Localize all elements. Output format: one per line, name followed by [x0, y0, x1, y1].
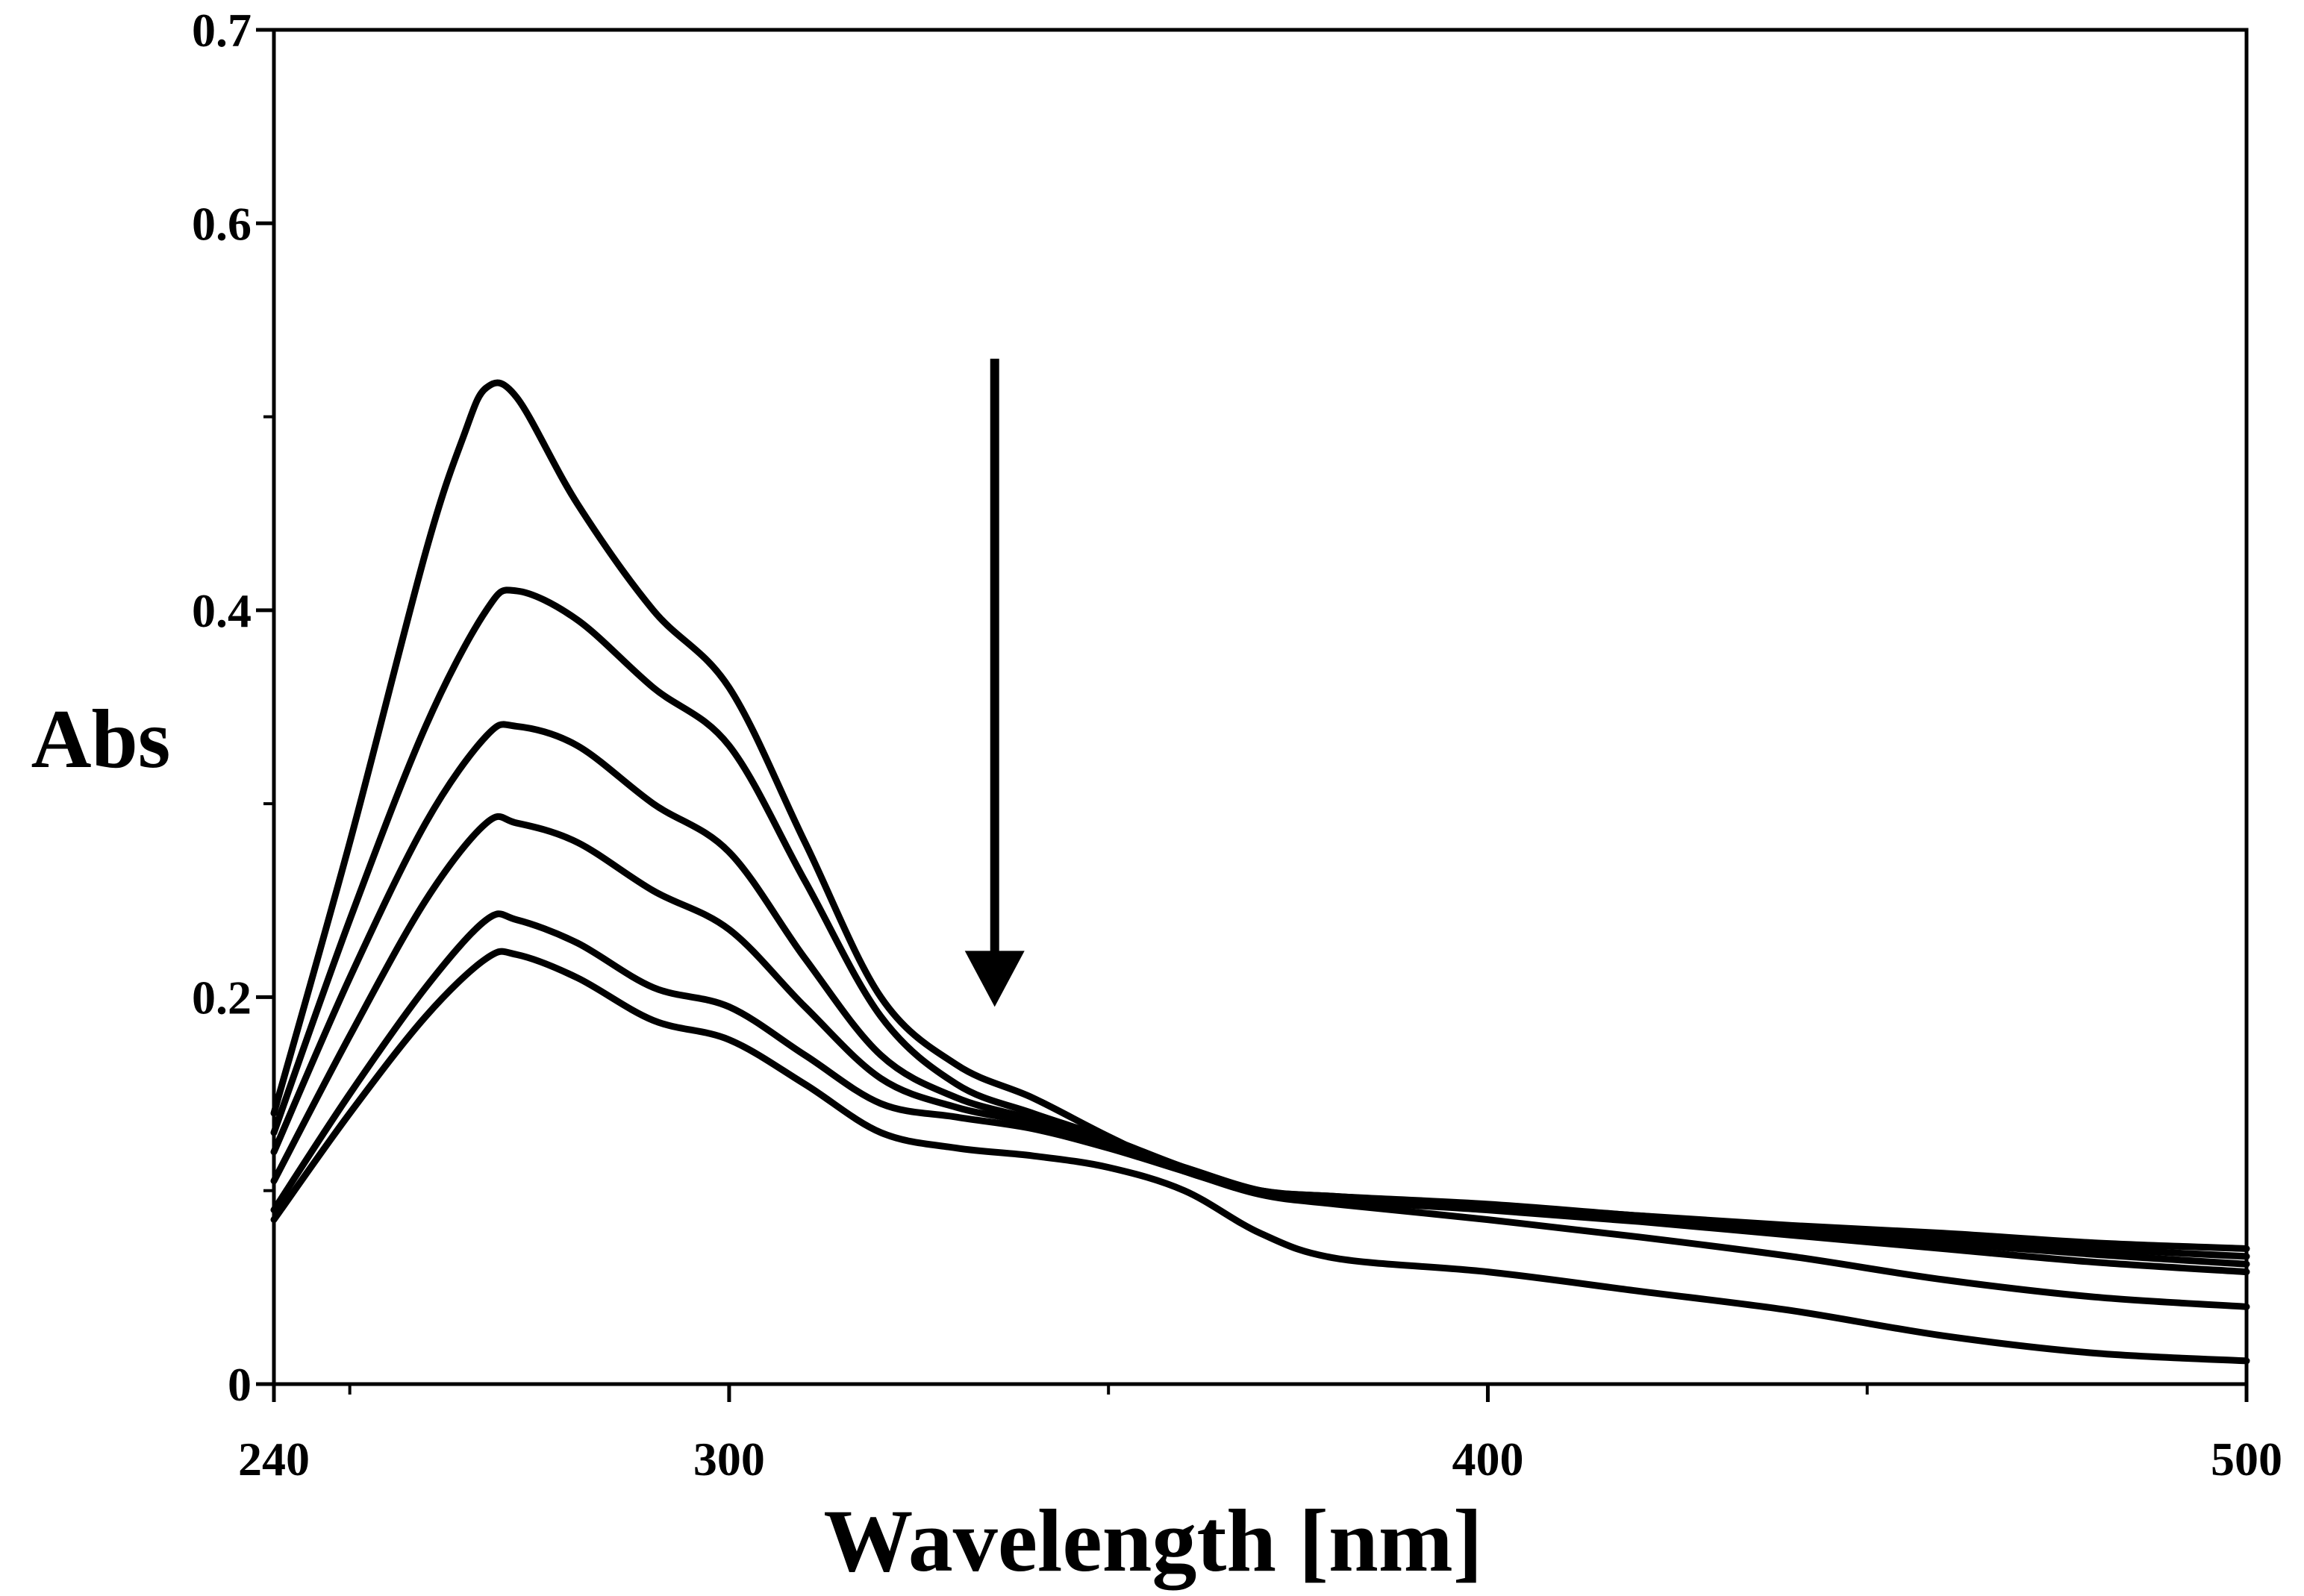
y-tick-label-0: 0 — [228, 1358, 252, 1411]
x-tick-label-400: 400 — [1452, 1433, 1523, 1486]
series-line-curve-5 — [270, 910, 2250, 1310]
plot-border — [272, 28, 2249, 1386]
y-tick-label-0.6: 0.6 — [192, 197, 252, 250]
x-tick-label-500: 500 — [2211, 1433, 2282, 1486]
y-tick-label-0.7: 0.7 — [192, 4, 252, 57]
series-group — [270, 379, 2250, 1365]
arrow-head — [964, 951, 1025, 1007]
x-tick-label-240: 240 — [238, 1433, 310, 1486]
y-tick-label-0.2: 0.2 — [192, 971, 252, 1024]
series-line-curve-6 — [270, 948, 2250, 1365]
x-tick-label-300: 300 — [693, 1433, 765, 1486]
series-line-curve-4 — [270, 813, 2250, 1276]
y-axis-title: Abs — [31, 693, 171, 786]
series-line-curve-1 — [270, 379, 2250, 1252]
series-line-curve-3 — [270, 721, 2250, 1268]
plot-frame — [272, 28, 2249, 1386]
y-axis-ticks: 0 0.2 0.4 0.6 0.7 — [192, 4, 274, 1411]
x-axis-title: Wavelength [nm] — [823, 1491, 1482, 1591]
x-axis-ticks: 240 300 400 500 — [238, 1384, 2282, 1486]
series-line-curve-2 — [270, 586, 2250, 1260]
annotation-group — [964, 358, 1025, 1007]
y-tick-label-0.4: 0.4 — [192, 584, 252, 637]
